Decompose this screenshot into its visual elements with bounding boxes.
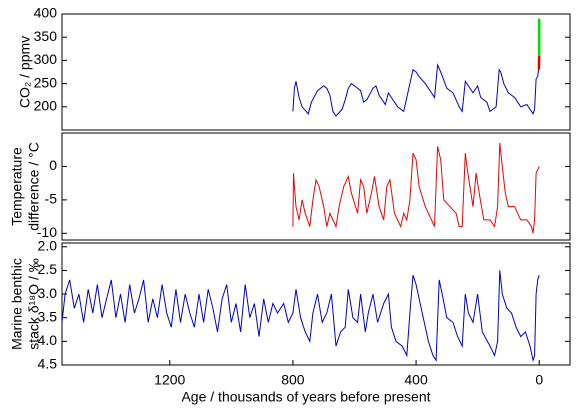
plot-frame [61,13,571,131]
data-line [292,63,540,117]
plot-frame [61,132,571,241]
data-line [61,270,540,363]
y-tick-label: -5 [45,191,58,207]
y-tick-label: 350 [34,28,58,44]
y-tick-label: 2.0 [38,237,58,253]
y-axis-label: Temperature [9,147,25,226]
y-tick-label: 3.5 [38,308,58,324]
x-tick-label: 0 [535,372,543,388]
y-axis-label: CO₂ / ppmv [17,36,33,108]
y-tick-label: 200 [34,98,58,114]
y-axis-label: difference / °C [26,142,42,231]
y-tick-label: 4.0 [38,332,58,348]
y-axis-label: stack δ¹⁸O / ‰ [26,258,42,350]
y-tick-label: 250 [34,74,58,90]
y-axis-label: Marine benthic [9,258,25,350]
y-tick-label: -10 [37,224,57,240]
x-tick-label: 1200 [154,372,185,388]
data-line [292,142,540,234]
y-tick-label: 2.5 [38,261,58,277]
plot-frame [61,242,571,366]
y-tick-label: 4.5 [38,356,58,372]
y-tick-label: 0 [49,157,57,173]
x-tick-label: 400 [404,372,428,388]
y-tick-label: 400 [34,5,58,21]
x-axis-label: Age / thousands of years before present [181,389,430,405]
x-tick-label: 800 [281,372,305,388]
y-tick-label: 300 [34,51,58,67]
y-tick-label: 3.0 [38,285,58,301]
